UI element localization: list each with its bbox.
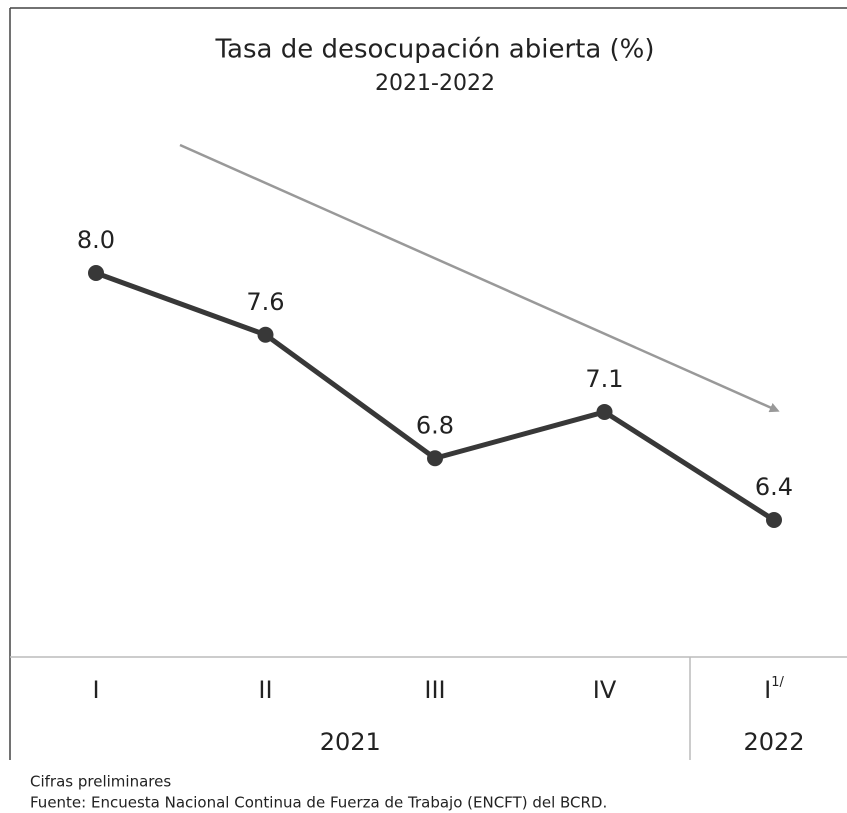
- source: Fuente: Encuesta Nacional Continua de Fu…: [30, 794, 607, 812]
- x-tick-label: I1/: [764, 675, 784, 705]
- note: Cifras preliminares: [30, 773, 171, 791]
- year-label: 2021: [320, 728, 381, 756]
- x-tick-label: II: [258, 676, 272, 704]
- data-point: [427, 450, 443, 467]
- chart-title: Tasa de desocupación abierta (%): [214, 35, 654, 65]
- series-line: [95, 270, 776, 523]
- x-tick-text: IV: [593, 676, 617, 704]
- x-tick-text: II: [258, 676, 272, 704]
- trend-arrow: [179, 143, 780, 413]
- data-label: 8.0: [77, 226, 115, 254]
- data-point: [88, 265, 104, 281]
- x-tick-label: I: [92, 676, 99, 704]
- x-tick-note: 1/: [771, 675, 784, 690]
- x-tick-text: I: [92, 676, 99, 704]
- x-tick-text: III: [424, 676, 445, 704]
- data-point: [257, 326, 274, 343]
- x-tick-label: IV: [593, 676, 617, 704]
- data-label: 7.1: [585, 365, 623, 393]
- x-tick-label: III: [424, 676, 445, 704]
- year-label: 2022: [743, 728, 804, 756]
- data-point: [766, 512, 782, 528]
- data-label: 6.4: [755, 473, 793, 501]
- data-label: 7.6: [246, 288, 284, 316]
- data-point: [596, 403, 613, 420]
- data-label: 6.8: [416, 411, 454, 439]
- chart-subtitle: 2021-2022: [375, 71, 495, 96]
- x-tick-text: I: [764, 676, 771, 704]
